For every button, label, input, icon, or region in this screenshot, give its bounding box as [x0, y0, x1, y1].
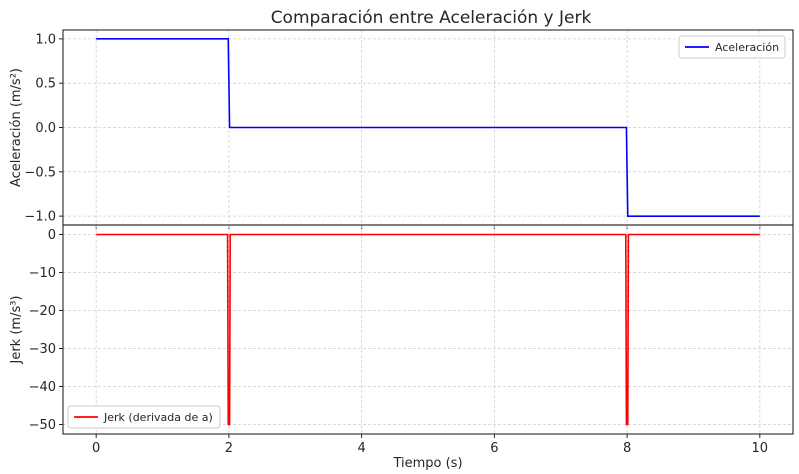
y-tick-label: −1.0 [24, 210, 56, 225]
panel-1: 1.0 0.5 0.0 −0.5 −1.0 Aceleración (m/s²) Acele… [9, 29, 794, 229]
x-tick-label: 2 [225, 441, 233, 456]
x-axis-label: Tiempo (s) [392, 456, 462, 471]
y-tick-label: −40 [29, 380, 56, 395]
y-axis-label: Jerk (m/s³) [9, 295, 24, 364]
y-tick-label: −0.5 [24, 165, 56, 180]
x-tick-label: 8 [623, 441, 631, 456]
legend-box [678, 35, 786, 59]
legend: Jerk (derivada de a) [67, 405, 221, 429]
y-tick-label: 0 [48, 228, 56, 243]
legend-label: Jerk (derivada de a) [103, 411, 213, 424]
x-tick-label: 4 [357, 441, 365, 456]
x-tick-label: 0 [92, 441, 100, 456]
y-tick-label: 0.0 [35, 121, 56, 136]
legend-box [67, 405, 221, 429]
y-tick-label: −20 [29, 304, 56, 319]
panel-2: 0 −10 −20 −30 −40 −50 0 2 4 6 8 10 Jerk (m/s³) Tiempo… [9, 224, 794, 471]
x-tick-label: 10 [752, 441, 769, 456]
chart-panels: 1.0 0.5 0.0 −0.5 −1.0 Aceleración (m/s²) Acele… [9, 29, 794, 471]
y-tick-label: 1.0 [35, 32, 56, 47]
y-tick-label: −10 [29, 266, 56, 281]
y-axis-label: Aceleración (m/s²) [9, 68, 24, 187]
y-tick-label: −50 [29, 418, 56, 433]
y-tick-label: 0.5 [35, 77, 56, 92]
legend: Aceleración [678, 35, 786, 59]
x-tick-label: 6 [490, 441, 498, 456]
series-line-aceleraci-n [96, 38, 760, 217]
chart-title: Comparación entre Aceleración y Jerk [271, 8, 592, 28]
legend-label: Aceleración [715, 41, 779, 54]
y-tick-label: −30 [29, 342, 56, 357]
plot-frame [62, 224, 794, 435]
series-line-jerk-derivada-de-a- [96, 233, 760, 426]
